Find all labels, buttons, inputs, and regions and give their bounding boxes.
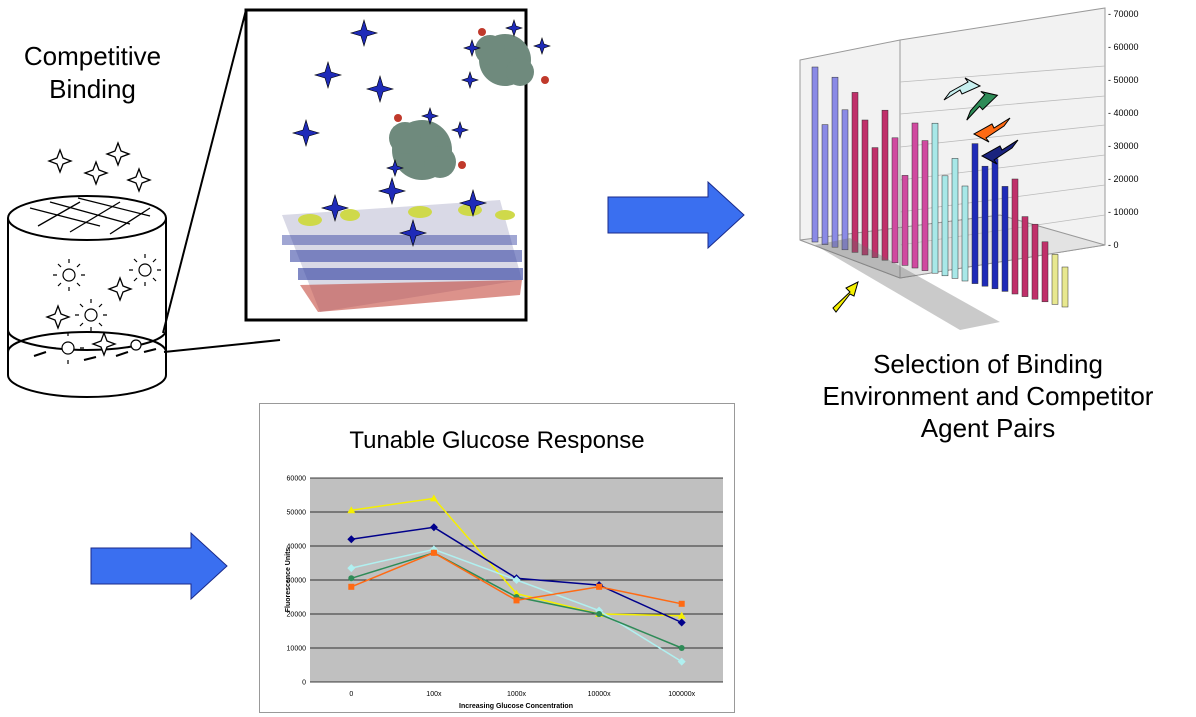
- molecular-surface-image: [244, 8, 551, 322]
- 3d-axis-tick: - 50000: [1108, 75, 1139, 85]
- y-axis-label: Fluorescence Units: [285, 548, 292, 613]
- data-point: [347, 506, 356, 514]
- 3d-bar: [901, 175, 909, 266]
- 3d-bar: [831, 76, 839, 248]
- 3d-bar: [1021, 216, 1029, 297]
- selection-line2: Environment and Competitor: [822, 381, 1154, 411]
- 3d-bar: [931, 122, 939, 274]
- y-tick-label: 0: [302, 680, 306, 687]
- 3d-axis-tick: - 10000: [1108, 207, 1139, 217]
- data-point: [429, 523, 438, 532]
- data-point: [596, 611, 603, 617]
- competitor-agent-icon: [33, 254, 161, 364]
- x-tick-label: 100x: [426, 691, 442, 698]
- 3d-axis-tick: - 70000: [1108, 9, 1139, 19]
- 3d-axis-tick: - 60000: [1108, 42, 1139, 52]
- 3d-bar: [811, 66, 819, 243]
- 3d-bar-chart-axis: - 0 - 10000 - 20000 - 30000 - 40000 - 50000 - …: [1108, 9, 1139, 250]
- data-point: [347, 564, 356, 573]
- data-point: [677, 611, 686, 619]
- 3d-bar: [821, 124, 829, 245]
- data-point: [347, 535, 356, 544]
- 3d-bar: [1061, 266, 1069, 308]
- star-particle-icon: [45, 141, 152, 357]
- competitive-binding-line1: Competitive: [23, 41, 162, 71]
- y-tick-label: 30000: [287, 578, 307, 585]
- 3d-bar: [991, 158, 999, 290]
- x-tick-label: 0: [349, 691, 353, 698]
- 3d-bar: [1051, 254, 1059, 305]
- 3d-bar: [1001, 186, 1009, 292]
- 3d-bar: [961, 185, 969, 282]
- x-axis-label: Increasing Glucose Concentration: [459, 703, 573, 710]
- y-tick-label: 10000: [287, 646, 307, 653]
- data-point: [677, 657, 686, 666]
- 3d-bar: [871, 147, 879, 258]
- data-point: [513, 597, 520, 604]
- data-point: [678, 645, 685, 651]
- 3d-bar: [841, 109, 849, 251]
- 3d-bar: [1041, 241, 1049, 303]
- selection-label: Selection of Binding Environment and Com…: [780, 348, 1196, 444]
- competitive-binding-line2: Binding: [49, 74, 136, 104]
- x-tick-label: 10000x: [588, 691, 611, 698]
- 3d-axis-tick: - 30000: [1108, 141, 1139, 151]
- data-point: [678, 600, 685, 607]
- 3d-bar: [951, 158, 959, 279]
- zoom-lines: [162, 9, 281, 353]
- data-point: [348, 583, 355, 590]
- arrow-right-icon-lower: [90, 531, 228, 601]
- 3d-bar: [941, 175, 949, 277]
- 3d-bar: [911, 122, 919, 269]
- 3d-bar: [981, 165, 989, 287]
- data-point: [430, 549, 437, 556]
- y-tick-label: 50000: [287, 510, 307, 517]
- cylinder-well-icon: [7, 195, 167, 398]
- 3d-axis-tick: - 40000: [1108, 108, 1139, 118]
- y-tick-label: 60000: [287, 476, 307, 483]
- line-chart: 0 10000 20000 30000 40000 50000 60000 0 100x 100…: [285, 476, 723, 710]
- 3d-bar: [881, 109, 889, 261]
- 3d-bar: [851, 92, 859, 253]
- data-point: [512, 576, 521, 584]
- y-tick-label: 40000: [287, 544, 307, 551]
- data-point: [429, 545, 438, 554]
- selection-line1: Selection of Binding: [873, 349, 1103, 379]
- data-point: [596, 583, 603, 590]
- arrow-right-icon: [607, 180, 745, 250]
- 3d-axis-tick: - 0: [1108, 240, 1119, 250]
- chart-title: Tunable Glucose Response: [349, 427, 645, 454]
- data-point: [429, 494, 438, 502]
- x-tick-label: 1000x: [507, 691, 527, 698]
- 3d-bar: [971, 143, 979, 284]
- selection-line3: Agent Pairs: [920, 413, 1056, 443]
- data-point: [348, 575, 355, 582]
- 3d-axis-tick: - 20000: [1108, 174, 1139, 184]
- y-tick-label: 20000: [287, 612, 307, 619]
- data-point: [677, 618, 686, 627]
- 3d-bar: [861, 119, 869, 256]
- 3d-bar: [1031, 223, 1039, 300]
- 3d-bar: [891, 137, 899, 264]
- x-tick-label: 100000x: [668, 691, 695, 698]
- 3d-bar-chart-image: [799, 7, 1106, 330]
- competitive-binding-label: Competitive Binding: [0, 40, 185, 106]
- 3d-bar: [1011, 178, 1019, 295]
- 3d-bar: [921, 140, 929, 271]
